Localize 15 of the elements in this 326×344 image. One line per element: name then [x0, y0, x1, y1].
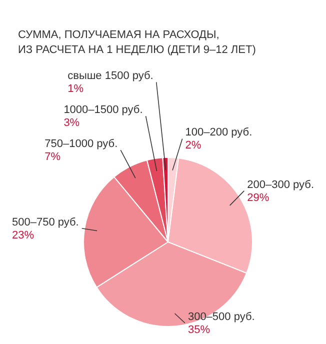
data-label: 7% [44, 151, 61, 164]
slice-label: 300–500 руб. [188, 311, 255, 323]
data-label: 23% [12, 229, 34, 242]
data-label: 29% [247, 192, 270, 204]
slice-label: 750–1000 руб. [44, 138, 118, 150]
slice-label: 100–200 руб. [185, 126, 252, 139]
data-label: 35% [188, 324, 210, 336]
slice-label: свыше 1500 руб. [68, 70, 154, 82]
data-label: 1% [68, 83, 84, 96]
data-label: 3% [64, 117, 80, 130]
slice-label: 1000–1500 руб. [64, 104, 143, 116]
data-label: 2% [185, 140, 202, 152]
slice-label: 200–300 руб. [247, 178, 314, 191]
chart-title: СУММА, ПОЛУЧАЕМАЯ НА РАСХОДЫ, ИЗ РАСЧЕТА НА 1 НЕДЕЛЮ (ДЕТИ 9–12 ЛЕТ) [17, 28, 257, 58]
slice-label: 500–750 руб. [12, 216, 79, 228]
